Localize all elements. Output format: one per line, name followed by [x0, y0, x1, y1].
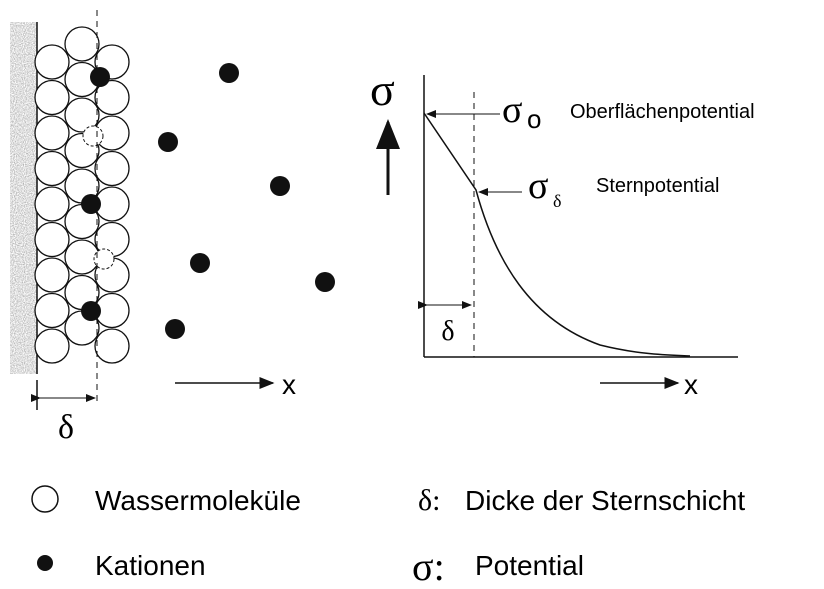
cation	[165, 319, 185, 339]
water-icon	[31, 485, 59, 513]
potential-curve	[423, 112, 691, 357]
cation	[81, 301, 101, 321]
legend-symbol: δ:	[418, 484, 440, 517]
cation	[190, 253, 210, 273]
water-molecule	[94, 79, 130, 116]
water-molecule	[94, 150, 130, 187]
water-molecule	[34, 257, 70, 293]
water-molecule	[34, 328, 70, 364]
stern-symbol: σ	[528, 165, 548, 207]
legend: Wassermoleküle Kationen δ: Dicke der Ste…	[31, 484, 745, 589]
cation	[219, 63, 239, 83]
water-molecule	[64, 239, 100, 275]
water-molecule	[94, 328, 130, 364]
left-panel: δ x	[10, 10, 335, 446]
water-molecule	[64, 97, 100, 133]
cation	[81, 194, 101, 214]
water-molecule	[34, 79, 70, 116]
legend-symbol: σ:	[412, 544, 445, 589]
legend-label: Potential	[475, 550, 584, 581]
vacancy	[82, 125, 104, 147]
right-panel: σ σ o Oberflächenpotential σ δ Sternpote…	[370, 64, 755, 400]
cation	[90, 67, 110, 87]
wall	[10, 22, 37, 374]
thickness-label: δ	[441, 316, 454, 347]
stern-label: Sternpotential	[596, 175, 719, 197]
water-molecule	[64, 26, 100, 62]
water-molecule	[34, 115, 70, 151]
water-molecule	[34, 44, 70, 80]
x-label: x	[282, 369, 296, 400]
cation-icon	[37, 555, 53, 571]
cation	[158, 132, 178, 152]
stern-subscript: δ	[553, 191, 561, 211]
water-molecule	[34, 150, 70, 187]
cation	[270, 176, 290, 196]
surface-symbol: σ	[502, 89, 522, 131]
vacancy	[93, 248, 115, 270]
legend-label: Kationen	[95, 550, 206, 581]
surface-label: Oberflächenpotential	[570, 101, 755, 123]
cation	[315, 272, 335, 292]
water-molecule	[34, 221, 70, 258]
surface-subscript: o	[527, 104, 541, 134]
water-molecule	[34, 292, 70, 329]
legend-label: Wassermoleküle	[95, 485, 301, 516]
thickness-label: δ	[58, 409, 74, 446]
water-molecule	[34, 186, 70, 222]
legend-label: Dicke der Sternschicht	[465, 485, 745, 516]
y-label: σ	[370, 64, 395, 115]
x-label: x	[684, 369, 698, 400]
